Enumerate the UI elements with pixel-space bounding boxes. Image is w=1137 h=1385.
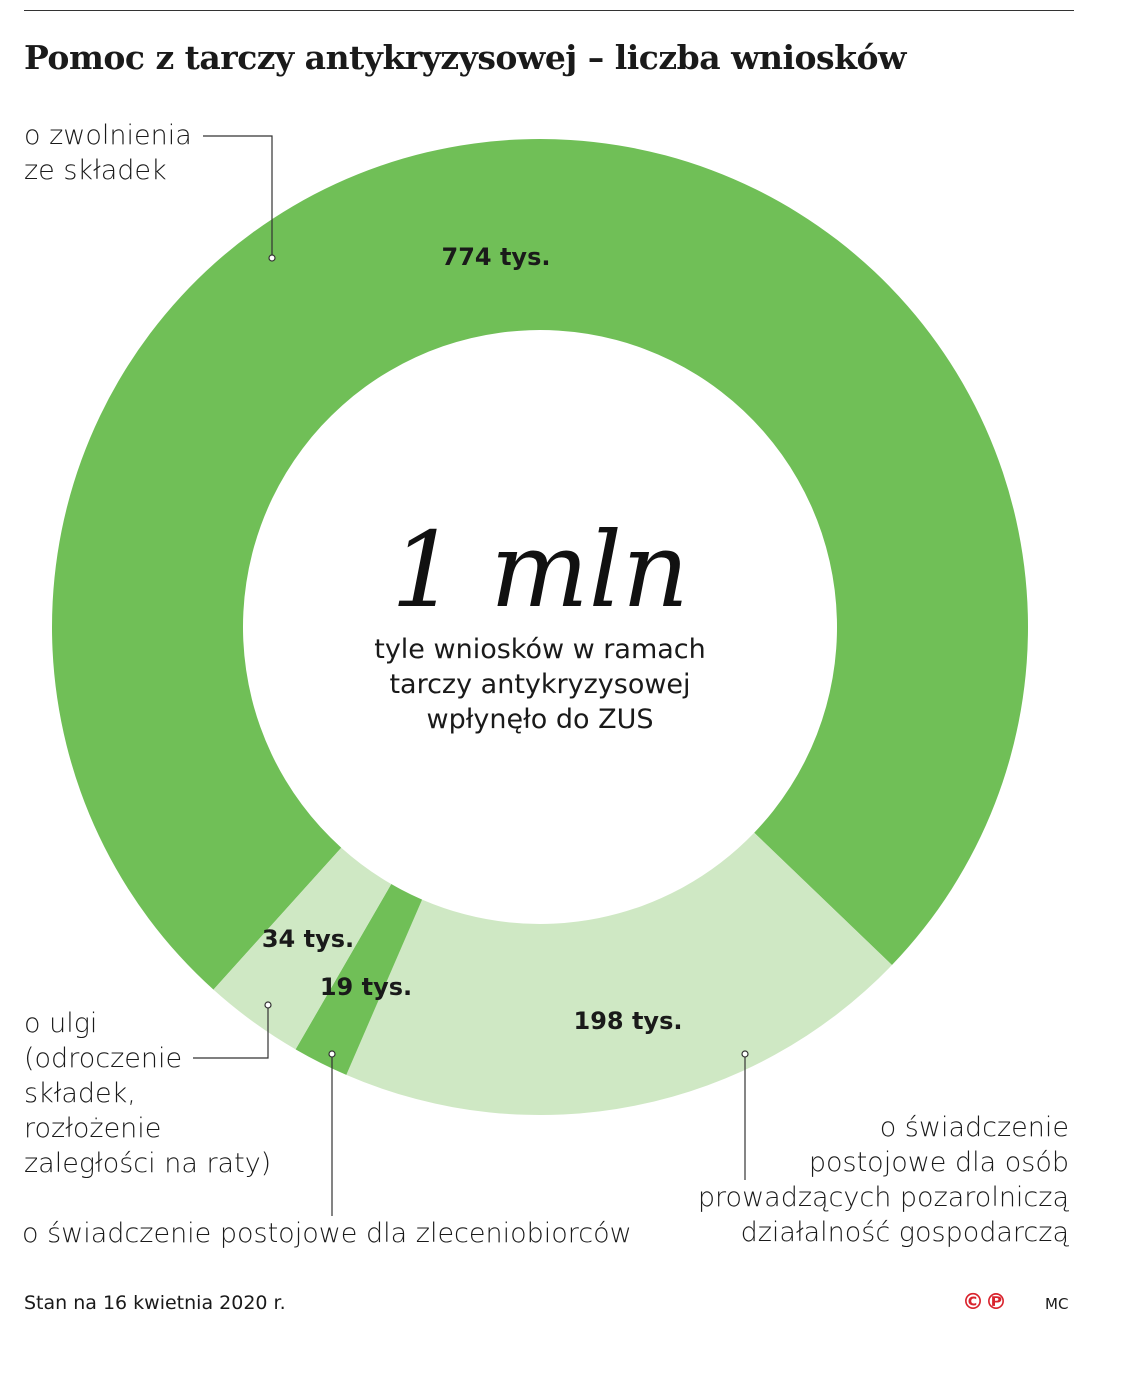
center-caption-line: tarczy antykryzysowej bbox=[389, 669, 691, 700]
label-line: działalność gospodarczą bbox=[740, 1217, 1069, 1248]
center-caption-line: wpłynęło do ZUS bbox=[426, 704, 654, 735]
label-line: ze składek bbox=[24, 155, 167, 186]
leader-dot-zleceniobiorcy bbox=[328, 1050, 336, 1058]
leader-dot-zwolnienia bbox=[268, 254, 276, 262]
label-postojowe: o świadczenie postojowe dla osób prowadz… bbox=[698, 1110, 1069, 1250]
label-line: o ulgi bbox=[24, 1008, 98, 1039]
footer-date: Stan na 16 kwietnia 2020 r. bbox=[24, 1292, 286, 1314]
label-ulgi: o ulgi (odroczenie składek, rozłożenie z… bbox=[24, 1006, 271, 1181]
leader-dot-postojowe bbox=[741, 1050, 749, 1058]
label-zwolnienia: o zwolnienia ze składek bbox=[24, 118, 192, 188]
leader-ulgi bbox=[193, 1005, 269, 1059]
slice-2 bbox=[295, 884, 423, 1075]
slice-value-label: 34 tys. bbox=[262, 925, 354, 953]
center-total: 1 mln bbox=[390, 509, 690, 631]
label-line: rozłożenie bbox=[24, 1113, 162, 1144]
center-caption: tyle wniosków w ramach tarczy antykryzys… bbox=[340, 632, 740, 737]
label-line: składek, bbox=[24, 1078, 136, 1109]
label-line: zaległości na raty) bbox=[24, 1148, 272, 1179]
label-line: (odroczenie bbox=[24, 1043, 183, 1074]
label-line: o zwolnienia bbox=[24, 120, 192, 151]
slice-value-label: 774 tys. bbox=[442, 243, 551, 271]
author-initials: MC bbox=[1045, 1295, 1069, 1313]
center-caption-line: tyle wniosków w ramach bbox=[374, 634, 706, 665]
slice-0 bbox=[51, 138, 1028, 990]
label-line: prowadzących pozarolniczą bbox=[697, 1182, 1069, 1213]
leader-zwolnienia bbox=[203, 135, 273, 258]
label-line: o świadczenie bbox=[879, 1112, 1069, 1143]
slice-value-label: 19 tys. bbox=[320, 973, 412, 1001]
chart-title: Pomoc z tarczy antykryzysowej – liczba w… bbox=[24, 38, 906, 77]
slice-3 bbox=[213, 847, 392, 1050]
leader-dot-ulgi bbox=[264, 1001, 272, 1009]
slice-1 bbox=[346, 832, 892, 1115]
label-line: o świadczenie postojowe dla zleceniobior… bbox=[22, 1218, 632, 1249]
top-rule bbox=[24, 10, 1074, 11]
slice-value-label: 198 tys. bbox=[574, 1007, 683, 1035]
label-line: postojowe dla osób bbox=[808, 1147, 1069, 1178]
label-zleceniobiorcy: o świadczenie postojowe dla zleceniobior… bbox=[22, 1216, 632, 1251]
publisher-logo: ©℗ bbox=[962, 1290, 1008, 1315]
